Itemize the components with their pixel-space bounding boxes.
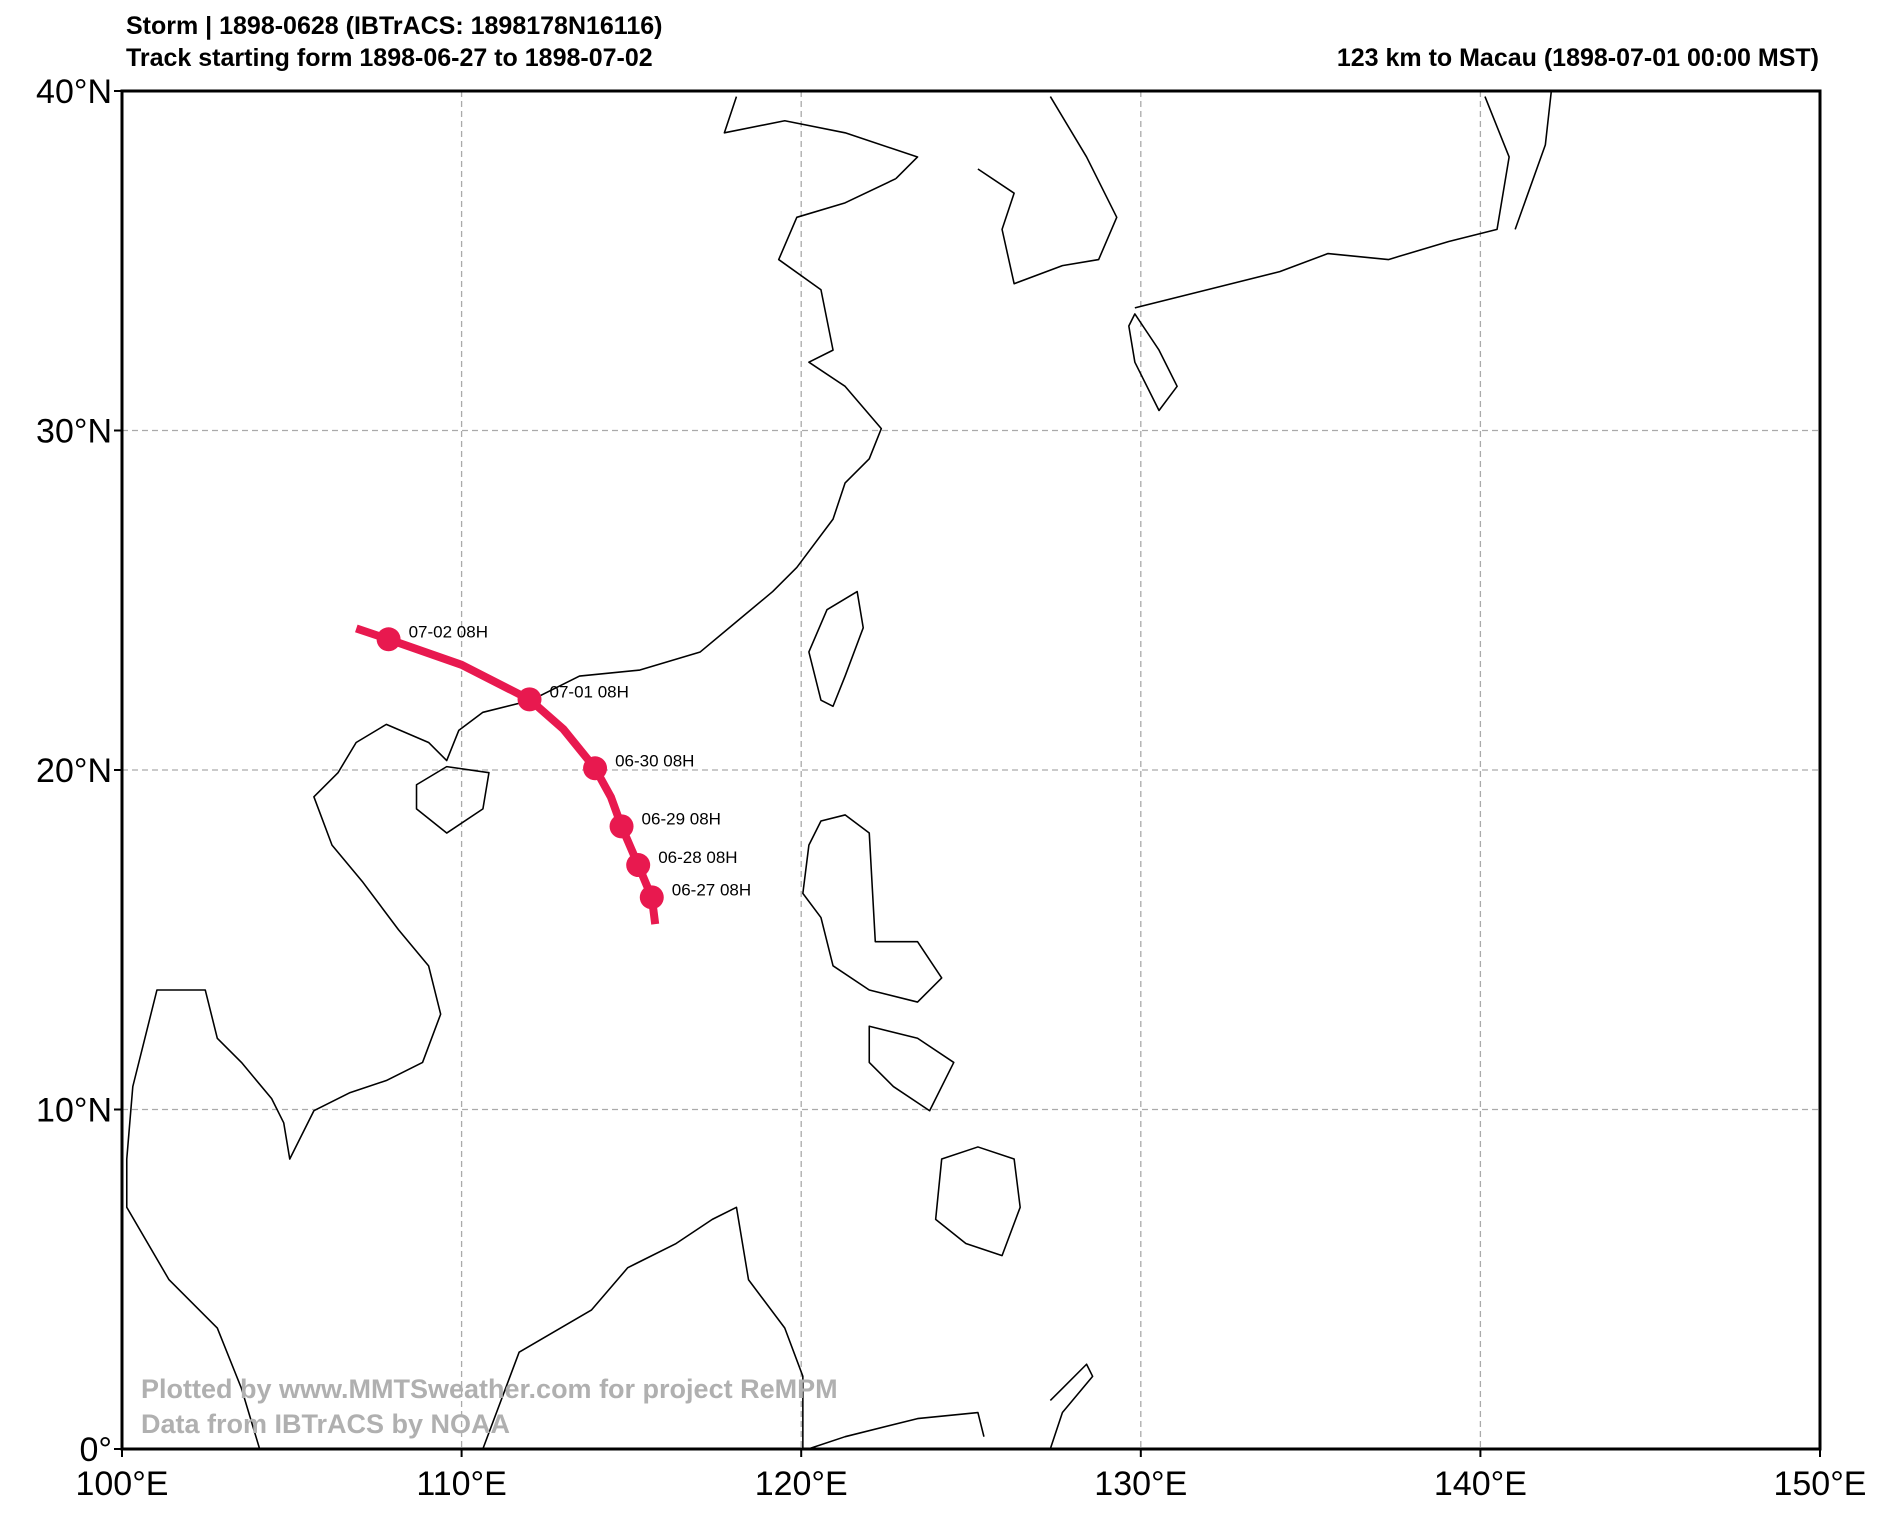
watermark: Data from IBTrACS by NOAA — [141, 1409, 510, 1439]
x-tick-label: 120°E — [755, 1465, 848, 1503]
track-point-label: 06-29 08H — [642, 809, 721, 828]
track-point-label: 06-30 08H — [615, 751, 694, 770]
coastline — [1049, 1363, 1094, 1449]
x-tick-label: 100°E — [75, 1465, 168, 1503]
title: Storm | 1898-0628 (IBTrACS: 1898178N1611… — [126, 12, 662, 40]
track-layer: 07-02 08H 07-01 08H 06-30 08H 06-29 08H 06-2… — [355, 622, 751, 925]
coastline — [482, 1206, 804, 1449]
island — [868, 1025, 955, 1112]
coastline — [977, 96, 1118, 285]
coastline — [125, 177, 897, 1449]
coastline — [1134, 96, 1510, 309]
subtitle: Track starting form 1898-06-27 to 1898-0… — [126, 44, 653, 72]
track-point — [517, 687, 542, 712]
track-point — [609, 814, 634, 839]
watermark: Plotted by www.MMTSweather.com for proje… — [141, 1374, 838, 1404]
coastlines — [125, 91, 1553, 1449]
x-tick-label: 150°E — [1773, 1465, 1866, 1503]
x-tick-label: 110°E — [416, 1465, 506, 1503]
y-tick-label: 40°N — [36, 73, 112, 111]
track-point-label: 07-01 08H — [550, 682, 629, 701]
right-title: 123 km to Macau (1898-07-01 00:00 MST) — [1337, 44, 1819, 72]
island — [808, 590, 865, 708]
track-point-label: 06-28 08H — [658, 848, 737, 867]
island — [415, 765, 490, 834]
x-tick-label: 130°E — [1094, 1465, 1187, 1503]
island — [802, 814, 943, 1003]
coastline — [808, 1411, 985, 1449]
coastline — [1514, 91, 1553, 230]
track-point-label: 07-02 08H — [409, 622, 488, 641]
y-tick-label: 30°N — [36, 413, 112, 451]
x-tick-label: 140°E — [1434, 1465, 1527, 1503]
coastline — [723, 96, 919, 180]
y-tick-label: 20°N — [36, 752, 112, 790]
island — [934, 1146, 1021, 1257]
track-point-label: 06-27 08H — [672, 880, 751, 899]
track-point — [639, 885, 664, 910]
island — [1128, 313, 1178, 412]
y-tick-label: 0° — [79, 1431, 112, 1469]
track-point — [376, 627, 401, 652]
track-point — [626, 853, 651, 878]
y-tick-label: 10°N — [36, 1092, 112, 1130]
track-point — [583, 756, 608, 781]
